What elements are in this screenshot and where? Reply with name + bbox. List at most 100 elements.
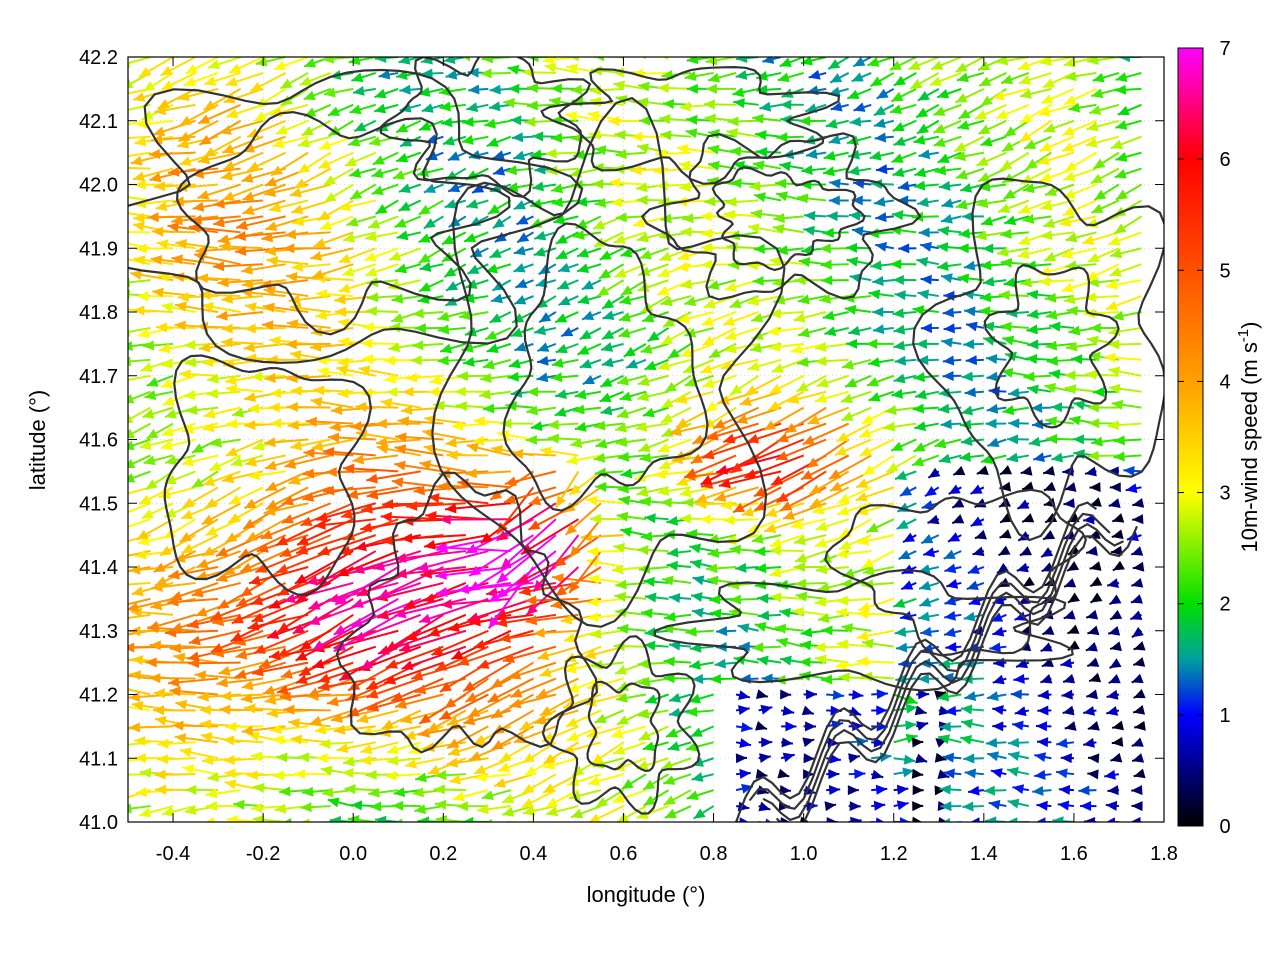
wind-arrow: [955, 87, 985, 104]
wind-arrow: [536, 355, 557, 366]
wind-arrow: [167, 677, 219, 688]
wind-arrow: [891, 151, 917, 164]
wind-arrow: [754, 622, 782, 632]
wind-arrow: [803, 225, 827, 236]
wind-arrow: [1108, 383, 1142, 394]
wind-arrow: [1007, 737, 1029, 748]
wind-arrow: [374, 87, 399, 99]
wind-arrow: [664, 374, 692, 393]
wind-arrow: [128, 216, 129, 218]
wind-arrow: [533, 627, 579, 638]
wind-arrow: [641, 608, 669, 619]
wind-arrow: [847, 165, 872, 176]
y-tick-label: 42.0: [79, 175, 118, 197]
wind-arrow: [992, 721, 1007, 732]
wind-arrow: [996, 246, 1030, 257]
wind-arrow: [210, 437, 241, 448]
wind-arrow: [1106, 689, 1120, 700]
wind-arrow: [522, 805, 557, 816]
wind-arrow: [1115, 183, 1142, 201]
wind-arrow: [1035, 721, 1052, 732]
wind-arrow: [808, 69, 827, 80]
wind-arrow: [509, 693, 557, 709]
wind-arrow: [1033, 452, 1052, 463]
wind-arrow: [873, 103, 895, 117]
wind-arrow: [502, 645, 557, 664]
wind-arrow: [136, 518, 174, 541]
wind-arrow: [492, 150, 512, 160]
wind-arrow: [1000, 257, 1029, 268]
wind-arrow: [777, 768, 790, 779]
wind-arrow: [661, 575, 692, 586]
wind-arrow: [963, 260, 984, 271]
wind-arrow: [772, 224, 804, 234]
wind-arrow: [1072, 434, 1097, 445]
wind-arrow: [920, 534, 940, 545]
wind-arrow: [487, 677, 534, 704]
x-tick-label: 0.4: [519, 843, 547, 865]
wind-arrow: [423, 534, 489, 550]
wind-arrow: [128, 454, 151, 469]
wind-arrow: [225, 438, 264, 457]
wind-arrow: [344, 151, 377, 167]
wind-arrow: [1109, 482, 1121, 493]
terrain-contour: [128, 68, 584, 364]
wind-arrow: [161, 72, 197, 91]
wind-arrow: [829, 72, 850, 84]
wind-arrow: [891, 210, 917, 221]
wind-arrow: [447, 151, 467, 162]
wind-arrow: [1036, 737, 1052, 748]
wind-arrow: [1130, 594, 1143, 604]
wind-arrow: [715, 454, 782, 475]
wind-arrow: [960, 734, 985, 745]
wind-arrow: [242, 502, 287, 530]
x-tick-label: -0.2: [246, 843, 280, 865]
wind-arrow: [545, 805, 579, 817]
wind-arrow: [128, 706, 151, 712]
wind-arrow: [848, 768, 866, 779]
wind-arrow: [953, 151, 985, 162]
wind-arrow: [181, 454, 219, 467]
wind-arrow: [1019, 546, 1032, 557]
wind-arrow: [836, 639, 872, 650]
wind-arrow: [586, 596, 624, 607]
wind-arrow: [985, 418, 1007, 429]
wind-arrow: [1109, 641, 1122, 652]
wind-arrow: [128, 674, 151, 680]
wind-arrow: [593, 452, 624, 463]
wind-arrow: [657, 358, 692, 371]
wind-arrow: [836, 502, 872, 516]
wind-arrow: [938, 180, 962, 191]
wind-arrow: [917, 611, 939, 622]
wind-arrow: [776, 132, 804, 143]
wind-arrow: [545, 148, 579, 159]
wind-arrow: [554, 389, 579, 400]
wind-arrow: [826, 784, 841, 795]
wind-arrow: [1089, 322, 1119, 333]
wind-arrow: [1019, 119, 1052, 143]
wind-arrow: [913, 438, 940, 453]
wind-arrow: [797, 326, 827, 338]
wind-arrow: [482, 358, 512, 370]
wind-arrow: [1084, 292, 1120, 303]
wind-arrow: [219, 241, 264, 252]
wind-arrow: [750, 209, 782, 220]
wind-arrow: [1130, 546, 1144, 556]
wind-arrow: [241, 263, 286, 275]
wind-arrow: [1063, 87, 1097, 106]
wind-arrow: [1107, 785, 1120, 796]
wind-arrow: [269, 335, 309, 346]
wind-arrow: [951, 514, 965, 525]
wind-arrow: [310, 397, 354, 409]
wind-arrow: [762, 57, 782, 64]
wind-arrow: [990, 768, 1007, 778]
wind-arrow: [287, 420, 331, 431]
wind-arrow: [245, 518, 287, 543]
wind-arrow: [182, 486, 219, 509]
wind-arrow: [1133, 768, 1146, 779]
wind-arrow: [565, 111, 602, 122]
wind-arrow: [694, 486, 737, 503]
wind-arrow: [1080, 801, 1097, 812]
wind-arrow: [836, 422, 872, 443]
wind-arrow: [1112, 560, 1125, 572]
